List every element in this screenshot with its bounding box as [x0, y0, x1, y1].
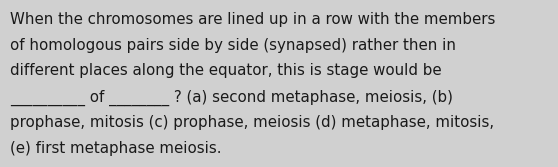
Text: different places along the equator, this is stage would be: different places along the equator, this… [10, 63, 442, 78]
Text: When the chromosomes are lined up in a row with the members: When the chromosomes are lined up in a r… [10, 12, 496, 27]
Text: __________ of ________ ? (a) second metaphase, meiosis, (b): __________ of ________ ? (a) second meta… [10, 89, 453, 106]
Text: (e) first metaphase meiosis.: (e) first metaphase meiosis. [10, 141, 222, 156]
Text: prophase, mitosis (c) prophase, meiosis (d) metaphase, mitosis,: prophase, mitosis (c) prophase, meiosis … [10, 115, 494, 130]
Text: of homologous pairs side by side (synapsed) rather then in: of homologous pairs side by side (synaps… [10, 38, 456, 53]
